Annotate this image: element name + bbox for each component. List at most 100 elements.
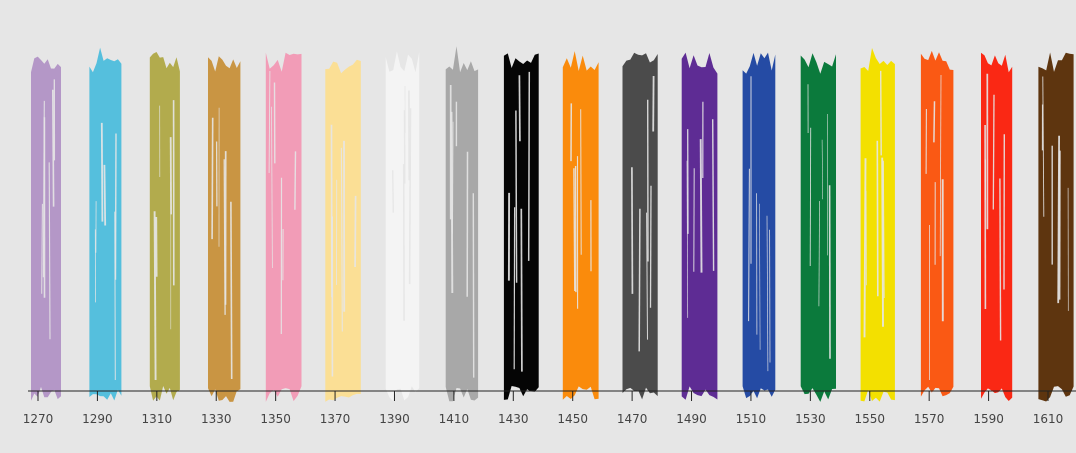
x-tick-label-1570: 1570 — [914, 412, 945, 426]
x-tick-label-1370: 1370 — [320, 412, 351, 426]
paint-streak — [933, 101, 936, 143]
paint-streak — [114, 211, 116, 381]
x-tick-label-1450: 1450 — [557, 412, 588, 426]
paint-stroke-body — [681, 52, 718, 400]
x-tick-label-1530: 1530 — [795, 412, 826, 426]
x-tick-label-1270: 1270 — [23, 412, 54, 426]
paint-stroke-1370 — [325, 59, 361, 402]
paint-streak — [646, 212, 648, 340]
paint-stroke-1330 — [208, 56, 241, 402]
paint-streak — [520, 208, 523, 372]
paint-streak — [392, 170, 394, 213]
paint-streak — [153, 211, 157, 381]
paint-streak — [880, 70, 882, 156]
paint-streak — [41, 203, 43, 294]
x-tick-label-1390: 1390 — [379, 412, 410, 426]
x-tick-label-1350: 1350 — [260, 412, 291, 426]
paint-streak — [882, 160, 885, 299]
paint-streak — [408, 108, 412, 285]
paint-stroke-body — [800, 53, 836, 402]
paint-streak — [999, 178, 1002, 341]
paint-stroke-1610 — [1038, 52, 1074, 402]
paint-streak — [992, 94, 995, 210]
paint-stroke-1270 — [31, 56, 61, 401]
paint-streak — [52, 89, 55, 207]
paint-streak — [268, 70, 271, 174]
paint-stroke-body — [149, 52, 180, 401]
paint-stroke-1310 — [149, 52, 180, 401]
paint-stroke-body — [742, 52, 776, 399]
paint-streak — [354, 195, 357, 268]
paint-stroke-1290 — [89, 47, 122, 401]
paint-streak — [939, 74, 942, 257]
paint-stroke-1470 — [622, 52, 658, 400]
paint-streak — [876, 140, 879, 297]
paint-stroke-1390 — [385, 51, 420, 402]
paint-streak — [821, 139, 823, 200]
paint-stroke-1550 — [860, 48, 895, 402]
x-tick-label-1410: 1410 — [439, 412, 470, 426]
x-tick-label-1490: 1490 — [676, 412, 707, 426]
paint-streak — [863, 158, 867, 338]
paint-streak — [573, 168, 576, 292]
paint-stroke-1410 — [445, 46, 479, 402]
paint-strokes — [31, 46, 1074, 402]
x-tick-label-1290: 1290 — [82, 412, 113, 426]
paint-stroke-1590 — [981, 52, 1013, 401]
paint-stroke-body — [325, 59, 361, 402]
x-tick-label-1590: 1590 — [973, 412, 1004, 426]
paint-streak — [114, 133, 117, 280]
paint-streak — [450, 111, 454, 294]
paint-streak — [699, 139, 703, 273]
paint-stroke-body — [265, 52, 302, 402]
paint-streak — [631, 167, 634, 294]
paint-stroke-1450 — [562, 51, 599, 400]
x-tick-label-1330: 1330 — [201, 412, 232, 426]
x-tick-label-1430: 1430 — [498, 412, 529, 426]
paint-streak — [340, 147, 343, 332]
paint-stroke-body — [1038, 52, 1074, 402]
paint-stroke-1530 — [800, 53, 836, 402]
paint-streak — [100, 122, 104, 222]
paint-streak — [759, 203, 761, 350]
x-tick-label-1470: 1470 — [617, 412, 648, 426]
paint-streak — [211, 117, 214, 240]
paint-stroke-1490 — [681, 52, 718, 400]
paint-streak — [818, 200, 820, 307]
paint-stroke-1350 — [265, 52, 302, 402]
x-tick-label-1610: 1610 — [1033, 412, 1064, 426]
paint-streak — [766, 215, 769, 372]
x-tick-label-1550: 1550 — [854, 412, 885, 426]
paint-streak — [881, 157, 884, 327]
paint-stroke-1570 — [920, 50, 954, 397]
paint-stroke-body — [31, 56, 61, 401]
paint-streak — [230, 201, 233, 380]
paint-stroke-1510 — [742, 52, 776, 399]
paint-stroke-body — [385, 51, 420, 402]
paint-streak — [686, 160, 689, 318]
paint-streak — [515, 110, 518, 283]
paint-streak — [638, 208, 641, 352]
paint-streak — [294, 151, 297, 210]
x-tick-label-1510: 1510 — [736, 412, 767, 426]
paint-streak — [1057, 135, 1060, 304]
paint-streak — [580, 109, 582, 255]
paint-streak — [649, 185, 652, 308]
paint-stroke-body — [445, 46, 479, 402]
paint-streak — [748, 168, 750, 322]
paint-streak — [809, 127, 812, 267]
paint-stroke-1430 — [503, 53, 539, 400]
paint-streak — [452, 121, 454, 234]
paint-streak — [518, 75, 521, 142]
paint-streak — [527, 71, 531, 261]
paint-streak — [271, 106, 273, 269]
paint-streak — [103, 164, 107, 226]
x-axis-ticks: 1270 1290 1310 1330 1350 1370 1390 1410 1430 1450… — [23, 391, 1064, 426]
paint-streak — [712, 119, 715, 271]
paint-stroke-body — [920, 50, 954, 397]
paint-streak — [48, 162, 51, 340]
x-tick-label-1310: 1310 — [142, 412, 173, 426]
paint-streak — [42, 100, 45, 278]
